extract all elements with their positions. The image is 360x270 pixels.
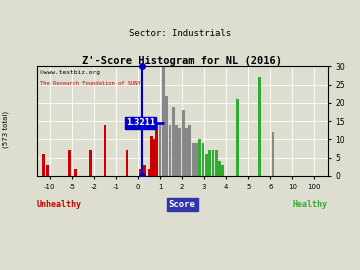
Bar	[126, 150, 129, 176]
Bar	[212, 150, 215, 176]
Text: Healthy: Healthy	[293, 200, 328, 209]
Bar	[188, 125, 191, 176]
Bar	[165, 96, 168, 176]
Bar	[152, 139, 155, 176]
Bar	[46, 165, 49, 176]
Title: Z'-Score Histogram for NL (2016): Z'-Score Histogram for NL (2016)	[82, 56, 282, 66]
Bar	[179, 129, 181, 176]
Bar	[192, 143, 194, 176]
Bar	[168, 125, 171, 176]
Bar	[162, 66, 165, 176]
Bar	[159, 125, 162, 176]
Text: Unhealthy: Unhealthy	[37, 200, 82, 209]
Bar	[195, 143, 198, 176]
Bar	[139, 169, 141, 176]
Text: Sector: Industrials: Sector: Industrials	[129, 29, 231, 38]
Bar	[148, 169, 150, 176]
Bar	[258, 77, 261, 176]
Bar	[215, 150, 218, 176]
Bar	[68, 150, 71, 176]
Bar	[172, 107, 175, 176]
Bar	[150, 136, 153, 176]
Bar	[205, 154, 208, 176]
Text: The Research Foundation of SUNY: The Research Foundation of SUNY	[40, 80, 140, 86]
Text: Number of companies
(573 total): Number of companies (573 total)	[0, 91, 9, 168]
Bar	[175, 125, 178, 176]
Bar	[74, 169, 77, 176]
Bar	[198, 139, 201, 176]
Bar	[202, 143, 204, 176]
Bar	[208, 150, 211, 176]
Text: Score: Score	[169, 200, 195, 209]
Bar	[221, 165, 224, 176]
Bar	[271, 132, 274, 176]
Bar	[185, 129, 188, 176]
Text: 1.3211: 1.3211	[126, 119, 155, 127]
Bar	[182, 110, 185, 176]
Bar	[89, 150, 92, 176]
Bar	[143, 165, 146, 176]
Bar	[42, 154, 45, 176]
Bar	[218, 161, 221, 176]
Bar	[155, 125, 158, 176]
Bar	[104, 125, 106, 176]
Text: ©www.textbiz.org: ©www.textbiz.org	[40, 70, 99, 75]
Bar	[236, 99, 239, 176]
